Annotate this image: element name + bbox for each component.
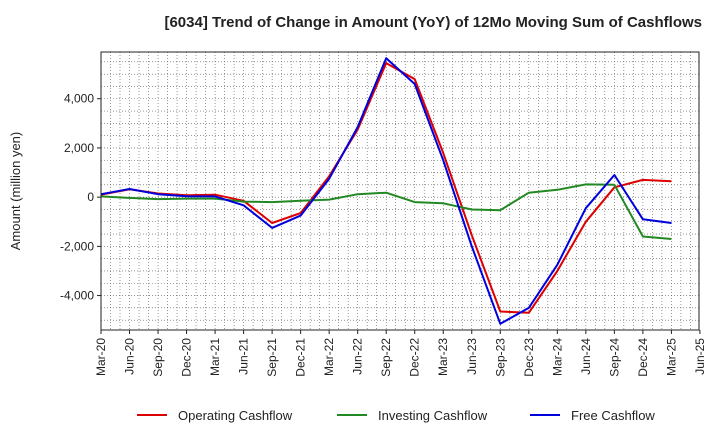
x-tick-label: Sep-23 [493,338,507,377]
x-tick-label: Jun-20 [123,338,137,375]
x-tick-label: Jun-25 [693,338,707,375]
y-axis-label: Amount (million yen) [8,132,23,251]
x-tick-label: Mar-21 [208,338,222,376]
x-tick-label: Sep-22 [379,338,393,377]
legend-label-investing-cashflow: Investing Cashflow [378,408,488,423]
y-tick-label: 0 [87,190,94,204]
x-tick-label: Mar-22 [322,338,336,376]
x-tick-label: Mar-20 [94,338,108,376]
x-tick-label: Mar-23 [436,338,450,376]
x-tick-label: Jun-21 [237,338,251,375]
x-tick-label: Jun-22 [351,338,365,375]
legend: Operating Cashflow Investing Cashflow Free… [137,408,655,423]
x-tick-label: Dec-24 [636,338,650,377]
x-axis: Mar-20 Jun-20 Sep-20 Dec-20 Mar-21 Jun-21 Sep-… [94,330,707,377]
plot-background [101,52,699,330]
grid-x [100,52,691,330]
legend-label-operating-cashflow: Operating Cashflow [178,408,293,423]
x-tick-label: Jun-23 [465,338,479,375]
series-line-operating-cashflow [100,62,672,314]
x-tick-label: Jun-24 [579,338,593,375]
x-tick-label: Sep-20 [151,338,165,377]
y-tick-label: -2,000 [60,239,94,253]
y-axis: -4,000 -2,000 0 2,000 4,000 [60,92,101,303]
series-line-free-cashflow [100,57,672,325]
y-tick-label: -4,000 [60,289,94,303]
plot-frame [100,51,700,331]
x-tick-label: Mar-25 [664,338,678,376]
series-group [100,57,672,325]
legend-label-free-cashflow: Free Cashflow [571,408,655,423]
x-tick-label: Dec-22 [408,338,422,377]
y-tick-label: 2,000 [64,141,94,155]
x-tick-label: Dec-23 [522,338,536,377]
x-tick-label: Sep-21 [265,338,279,377]
chart-title: [6034] Trend of Change in Amount (YoY) o… [164,14,702,31]
x-tick-label: Dec-20 [180,338,194,377]
x-tick-label: Sep-24 [607,338,621,377]
x-tick-label: Dec-21 [294,338,308,377]
series-line-investing-cashflow [100,183,672,240]
x-tick-label: Mar-24 [550,338,564,376]
y-tick-label: 4,000 [64,92,94,106]
